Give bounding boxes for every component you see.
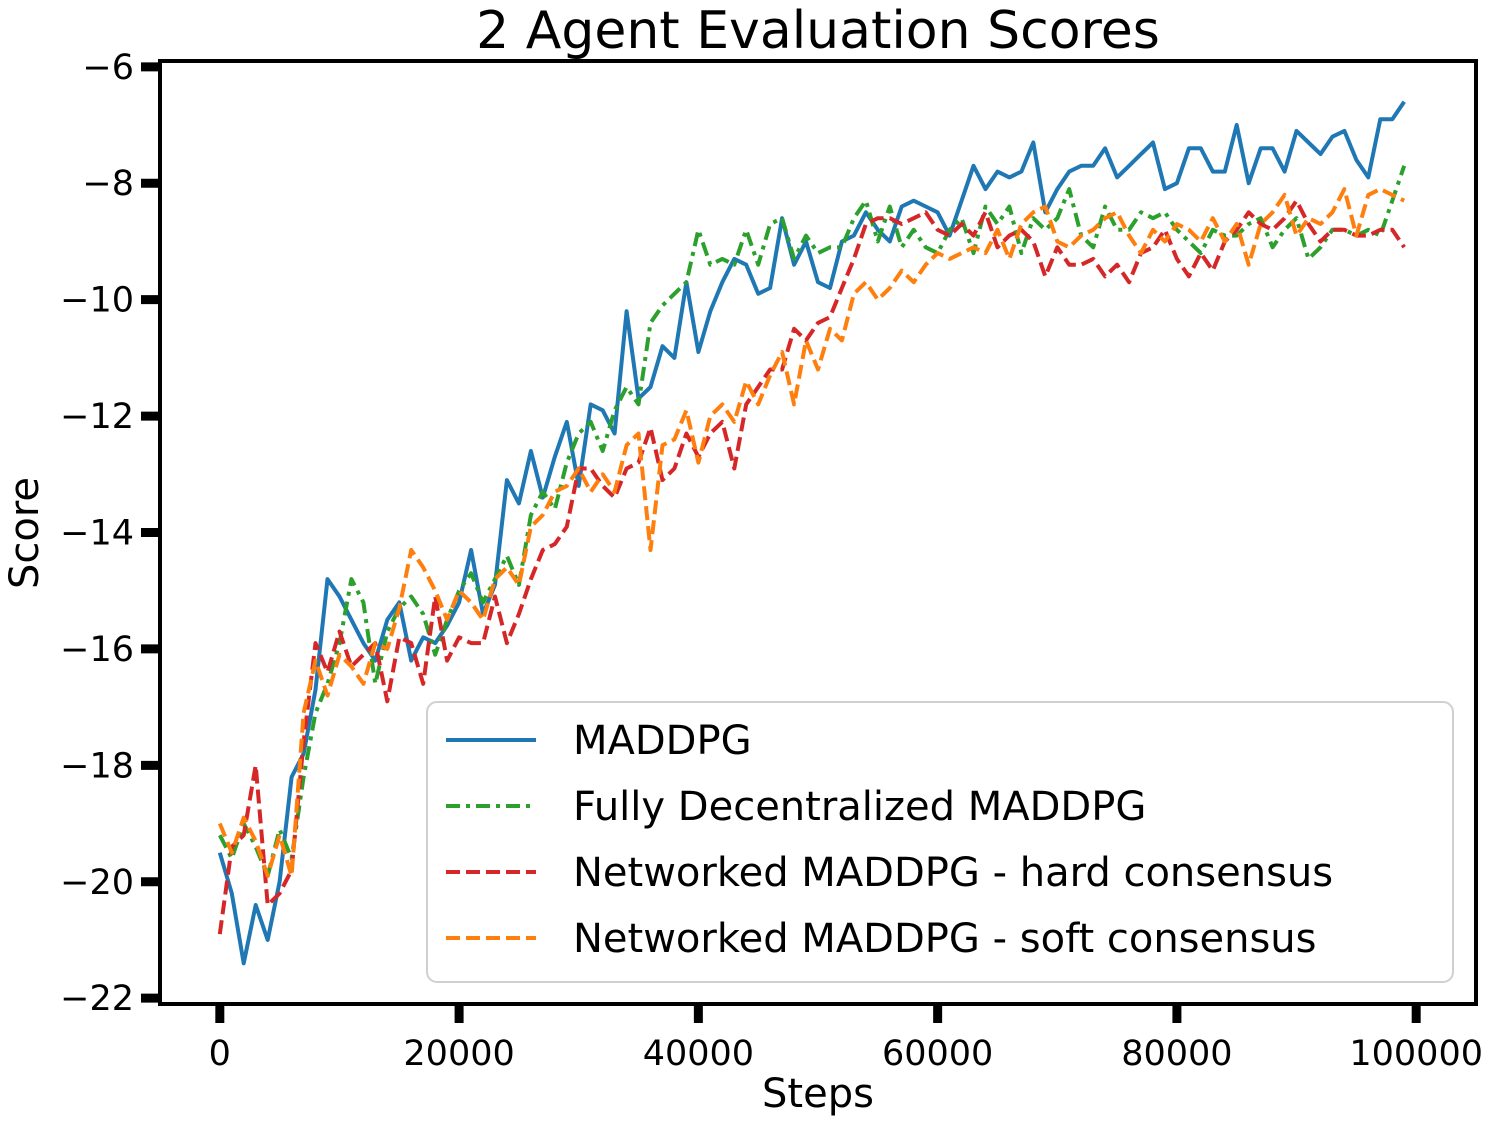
- chart-title: 2 Agent Evaluation Scores: [476, 1, 1160, 61]
- y-tick-label: −12: [60, 397, 134, 437]
- legend-label-1: MADDPG: [573, 718, 752, 764]
- legend-label-2: Fully Decentralized MADDPG: [573, 784, 1146, 830]
- x-tick-label: 0: [209, 1034, 231, 1074]
- y-tick-label: −18: [60, 746, 134, 786]
- x-tick-label: 80000: [1121, 1034, 1232, 1074]
- x-tick-label: 100000: [1349, 1034, 1483, 1074]
- x-tick-label: 60000: [882, 1034, 993, 1074]
- y-tick-label: −10: [60, 281, 134, 321]
- x-tick-label: 40000: [643, 1034, 754, 1074]
- x-axis-ticks: 0 20000 40000 60000 80000 100000: [209, 1004, 1483, 1074]
- y-tick-label: −14: [60, 514, 134, 554]
- y-axis-ticks: −6 −8 −10 −12 −14 −16 −18 −20 −22: [60, 48, 160, 1019]
- y-axis-label: Score: [2, 477, 48, 589]
- plot-lines: [217, 100, 1407, 966]
- legend-label-3: Networked MADDPG - hard consensus: [573, 850, 1333, 896]
- series-line-4: [217, 187, 1406, 878]
- legend-label-4: Networked MADDPG - soft consensus: [573, 916, 1317, 962]
- y-tick-label: −20: [60, 863, 134, 903]
- series-line-2: [218, 165, 1407, 878]
- legend: MADDPG Fully Decentralized MADDPG Networke…: [426, 701, 1454, 983]
- series-line-1: [217, 100, 1406, 966]
- series-line-3: [217, 198, 1406, 935]
- y-tick-label: −8: [82, 164, 134, 204]
- legend-box: [426, 701, 1454, 983]
- x-tick-label: 20000: [403, 1034, 514, 1074]
- y-tick-label: −16: [60, 630, 134, 670]
- y-tick-label: −6: [82, 48, 134, 88]
- y-tick-label: −22: [60, 979, 134, 1019]
- x-axis-label: Steps: [762, 1071, 874, 1117]
